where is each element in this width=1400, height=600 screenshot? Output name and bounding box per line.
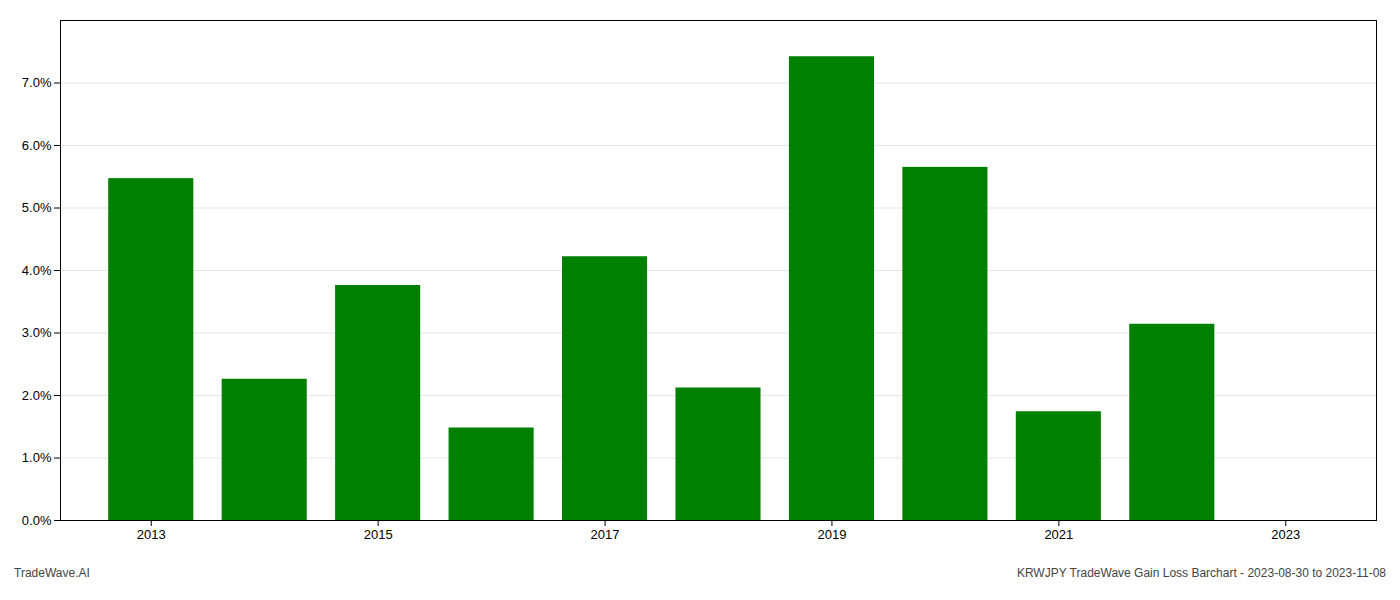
svg-text:2017: 2017 <box>591 527 620 542</box>
svg-text:2015: 2015 <box>364 527 393 542</box>
svg-text:5.0%: 5.0% <box>22 200 52 215</box>
svg-text:0.0%: 0.0% <box>22 513 52 528</box>
html-text:KRWJPY TradeWave Gain Loss Bar: KRWJPY TradeWave Gain Loss Barchart - 20… <box>1016 566 1386 580</box>
svg-text:6.0%: 6.0% <box>22 138 52 153</box>
svg-text:2013: 2013 <box>137 527 166 542</box>
html-text:TradeWave.AI: TradeWave.AI <box>14 566 90 580</box>
svg-text:2021: 2021 <box>1044 527 1073 542</box>
svg-text:3.0%: 3.0% <box>22 325 52 340</box>
svg-text:4.0%: 4.0% <box>22 263 52 278</box>
svg-text:7.0%: 7.0% <box>22 75 52 90</box>
svg-text:1.0%: 1.0% <box>22 450 52 465</box>
svg-text:2.0%: 2.0% <box>22 388 52 403</box>
svg-text:2023: 2023 <box>1271 527 1300 542</box>
svg-text:2019: 2019 <box>817 527 846 542</box>
